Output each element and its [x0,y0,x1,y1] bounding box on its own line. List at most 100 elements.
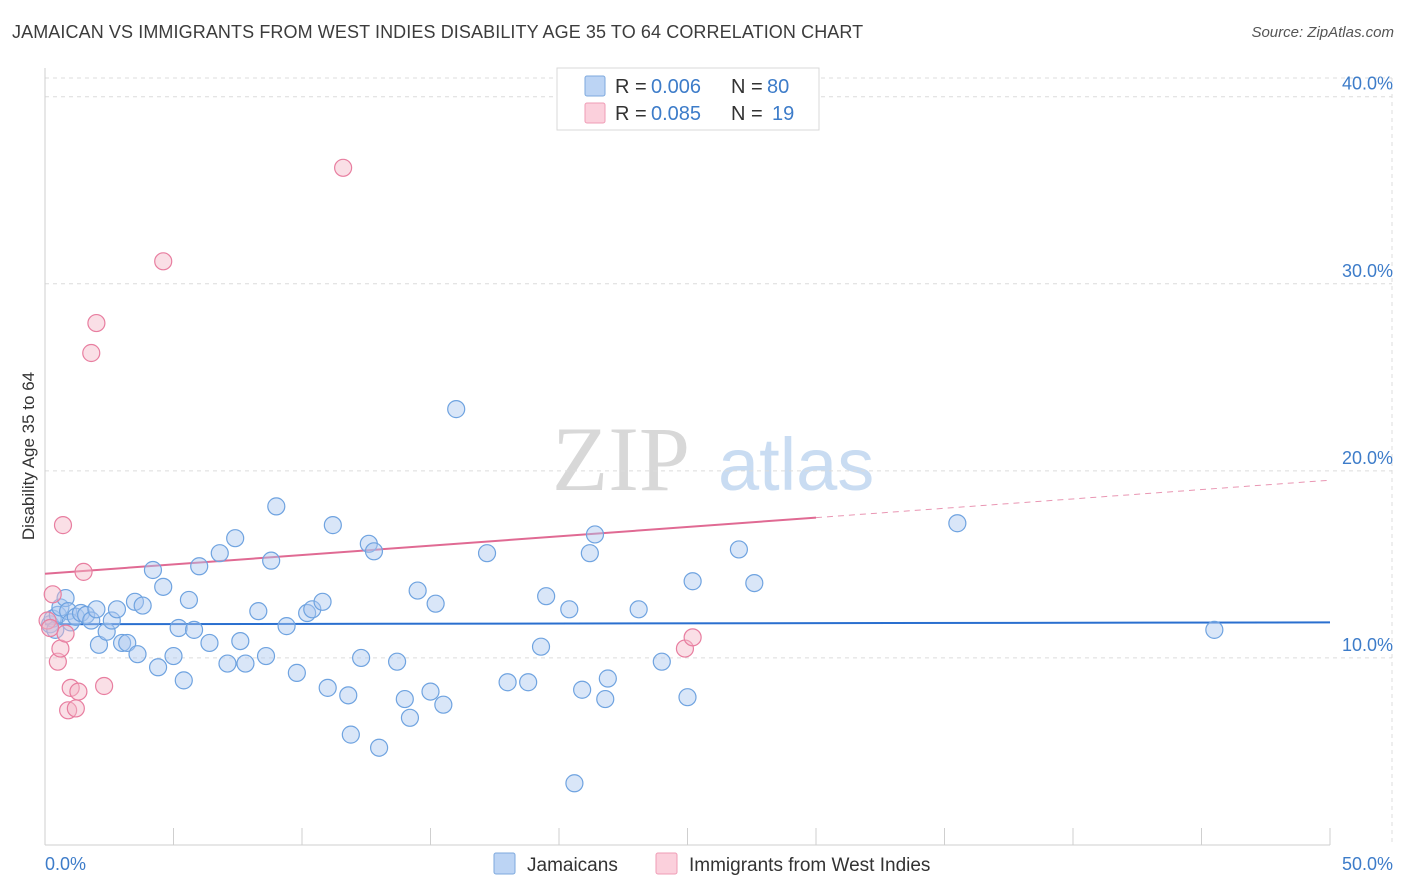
point-jamaicans [154,577,173,596]
point-west-indies [82,343,101,363]
legend-r-label-2: R = [615,103,647,125]
point-jamaicans [277,617,296,636]
legend-swatch-jamaicans [584,75,606,97]
point-jamaicans [128,645,147,664]
point-jamaicans [434,695,453,714]
point-west-indies [53,516,73,535]
point-jamaicans [400,708,420,727]
point-jamaicans [421,682,440,701]
y-tick-label: 10.0% [1342,635,1393,655]
point-jamaicans [218,654,237,673]
point-jamaicans [729,540,749,559]
point-jamaicans [745,573,764,593]
point-jamaicans [519,673,538,692]
point-jamaicans [565,774,584,793]
point-west-indies [56,624,75,643]
legend-n-label-2: N = [731,103,763,125]
point-jamaicans [531,637,551,656]
point-jamaicans [190,557,209,576]
bottom-legend-jamaicans: Jamaicans [527,855,618,876]
point-jamaicans [148,658,168,677]
point-jamaicans [77,605,96,625]
point-jamaicans [174,671,193,690]
point-jamaicans [537,587,556,606]
point-jamaicans [118,633,137,653]
point-jamaicans [262,551,281,570]
point-jamaicans [948,514,967,533]
point-jamaicans [313,592,332,611]
point-jamaicans [1205,620,1224,639]
point-jamaicans [107,600,127,619]
source-label: Source: ZipAtlas.com [1251,24,1394,41]
y-tick-label: 20.0% [1342,448,1393,468]
point-jamaicans [249,602,268,621]
point-jamaicans [87,600,106,619]
point-jamaicans [426,594,445,613]
point-jamaicans [200,633,219,653]
point-jamaicans [112,633,132,653]
point-jamaicans [210,544,229,563]
point-west-indies [87,313,106,333]
trend-line-solid-1 [44,516,817,575]
axes [44,68,1331,846]
point-jamaicans [370,738,389,757]
legend-n-label-1: N = [731,76,763,98]
point-jamaicans [179,590,199,610]
point-jamaicans [585,525,605,544]
point-jamaicans [629,600,648,619]
point-jamaicans [352,648,371,668]
point-west-indies [38,611,57,630]
point-jamaicans [573,680,592,699]
point-west-indies [334,158,353,177]
point-jamaicans [387,652,407,671]
x-tick-label: 0.0% [45,854,86,874]
y-axis-label: Disability Age 35 to 64 [19,372,38,540]
legend-r-value-1: 0.006 [651,76,701,98]
point-jamaicans [164,646,183,666]
point-jamaicans [408,581,427,600]
point-jamaicans [683,572,702,591]
point-jamaicans [318,678,337,697]
point-west-indies [154,252,173,271]
bottom-legend-west-indies: Immigrants from West Indies [689,855,930,876]
point-jamaicans [323,516,342,535]
point-jamaicans [596,689,615,709]
point-jamaicans [267,497,286,516]
x-tick-label: 50.0% [1342,854,1393,874]
point-jamaicans [560,600,579,619]
point-west-indies [95,676,114,696]
point-jamaicans [143,560,163,580]
point-jamaicans [447,400,466,419]
point-west-indies [66,699,85,718]
point-jamaicans [169,618,188,638]
y-tick-label: 40.0% [1342,74,1393,94]
trend-line-dashed-1 [815,479,1331,519]
point-jamaicans [231,631,250,651]
legend-r-label-1: R = [615,76,647,98]
stats-legend: R = 0.006 N = 80 R = 0.085 N = 19 [556,67,820,131]
point-jamaicans [133,596,152,615]
point-jamaicans [82,611,101,630]
point-jamaicans [652,652,671,671]
point-jamaicans [477,544,497,563]
point-west-indies [74,562,93,581]
y-tick-label: 30.0% [1342,261,1393,281]
series-legend: Jamaicans Immigrants from West Indies [493,852,930,876]
point-jamaicans [364,542,384,561]
point-jamaicans [97,622,116,641]
data-points [38,158,1224,793]
point-jamaicans [341,725,360,744]
tick-labels: 10.0% 20.0% 30.0% 40.0% 0.0% 50.0% [45,74,1393,874]
point-jamaicans [61,613,80,632]
trend-lines [44,479,1331,626]
point-jamaicans [580,544,599,563]
trend-line-0 [44,621,1331,626]
point-jamaicans [184,620,204,639]
point-jamaicans [256,646,276,666]
legend-r-value-2: 0.085 [651,103,701,125]
bottom-legend-swatch-jamaicans [493,852,516,875]
point-west-indies [43,585,62,604]
point-jamaicans [395,689,414,709]
bottom-legend-swatch-west-indies [655,852,678,875]
